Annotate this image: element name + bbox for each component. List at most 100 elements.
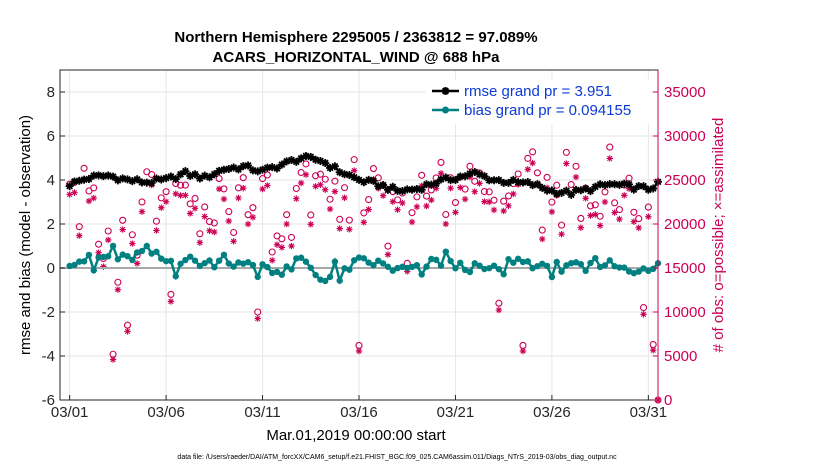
rmse-point-9 [109, 172, 118, 181]
obs-assimilated-51 [312, 183, 319, 190]
obs-assimilated-18 [153, 227, 160, 234]
rmse-point-43 [273, 164, 282, 173]
obs-possible-39 [254, 308, 262, 316]
obs-assimilated-13 [129, 240, 136, 247]
obs-assimilated-4 [85, 197, 93, 205]
obs-possible-104 [567, 180, 575, 189]
legend-rmse-label: rmse grand pr = 3.951 [464, 83, 612, 100]
rmse-point-116 [625, 180, 634, 189]
bias-point-63 [370, 261, 377, 269]
plot-area: 03/01 03/06 03/11 03/16 03/21 03/26 03/31 -6 -4… [42, 69, 706, 421]
obs-assimilated-98 [539, 235, 546, 243]
bias-point-98 [539, 260, 546, 267]
obs-assimilated-105 [572, 173, 580, 181]
rmse-point-97 [533, 180, 542, 189]
bias-point-54 [326, 273, 334, 281]
y-left-tick-label-2: -2 [42, 304, 55, 321]
bias-point-73 [418, 271, 425, 278]
rmse-point-39 [253, 167, 262, 176]
obs-assimilated-7 [100, 263, 107, 270]
obs-possible-41 [263, 171, 271, 179]
bias-point-3 [80, 258, 88, 265]
obs-assimilated-120 [645, 213, 652, 220]
rmse-point-51 [311, 155, 320, 164]
bias-point-107 [582, 267, 589, 275]
obs-possible-4 [85, 187, 93, 195]
bias-point-36 [240, 260, 247, 267]
obs-assimilated-39 [254, 315, 261, 322]
obs-possible-112 [606, 143, 614, 151]
obs-possible-108 [586, 202, 595, 210]
rmse-point-104 [567, 190, 576, 199]
rmse-point-112 [605, 180, 614, 189]
bias-point-97 [534, 262, 541, 270]
obs-assimilated-53 [322, 186, 329, 193]
obs-possible-47 [292, 184, 300, 193]
obs-assimilated-82 [461, 196, 469, 203]
bias-point-96 [529, 265, 536, 272]
chart-title-line1: Northern Hemisphere 2295005 / 2363812 = … [174, 29, 537, 46]
obs-possible-103 [562, 148, 570, 156]
bias-point-11 [119, 251, 126, 258]
x-tick-label-6: 03/31 [630, 404, 668, 421]
obs-assimilated-44 [278, 244, 286, 251]
rmse-point-68 [393, 186, 402, 195]
rmse-point-3 [80, 175, 89, 184]
rmse-point-47 [292, 157, 301, 166]
rmse-point-10 [113, 176, 122, 185]
obs-assimilated-35 [235, 194, 242, 202]
obs-possible-42 [268, 248, 276, 256]
obs-assimilated-103 [563, 160, 570, 167]
obs-possible-63 [369, 165, 378, 173]
bias-point-26 [191, 257, 199, 264]
bias-point-100 [548, 273, 556, 281]
bias-point-69 [399, 263, 406, 271]
rmse-point-13 [128, 177, 137, 186]
y-left-axis-label: rmse and bias (model - observation) [17, 115, 34, 355]
rmse-point-92 [509, 175, 518, 184]
bias-point-14 [133, 249, 141, 256]
bias-point-60 [355, 254, 363, 261]
y-left-tick-label-1: -4 [42, 348, 55, 365]
obs-assimilated-62 [365, 206, 372, 213]
rmse-point-106 [576, 186, 585, 195]
obs-possible-73 [418, 171, 426, 179]
bias-point-30 [211, 263, 218, 271]
obs-possible-90 [500, 197, 508, 205]
rmse-point-22 [171, 175, 180, 184]
obs-assimilated-24 [182, 192, 189, 199]
obs-assimilated-20 [162, 198, 170, 205]
x-axis-ticks: 03/01 03/06 03/11 03/16 03/21 03/26 03/31 [51, 395, 667, 421]
rmse-point-0 [65, 182, 74, 191]
obs-assimilated-66 [384, 251, 392, 258]
y-right-tick-label-4: 20000 [664, 216, 706, 233]
bias-point-49 [302, 258, 310, 265]
rmse-point-67 [388, 182, 397, 191]
bias-point-121 [649, 265, 657, 273]
obs-assimilated-91 [505, 202, 512, 210]
bias-point-33 [225, 260, 232, 267]
rmse-point-115 [620, 179, 629, 188]
obs-possible-83 [466, 162, 474, 170]
rmse-point-34 [229, 163, 238, 172]
obs-possible-99 [543, 173, 551, 181]
obs-possible-89 [495, 299, 503, 307]
obs-assimilated-60 [355, 347, 363, 355]
rmse-point-119 [639, 182, 648, 191]
bias-point-45 [283, 263, 290, 270]
bias-point-67 [389, 267, 396, 274]
x-tick-label-5: 03/26 [533, 404, 571, 421]
rmse-point-41 [263, 163, 272, 172]
bias-point-24 [182, 256, 189, 264]
rmse-point-11 [118, 174, 127, 183]
rmse-point-108 [586, 187, 595, 196]
rmse-point-24 [181, 167, 190, 176]
obs-possible-105 [572, 162, 580, 170]
rmse-point-46 [287, 156, 296, 165]
rmse-point-12 [123, 175, 132, 184]
obs-possible-21 [167, 290, 175, 298]
rmse-point-60 [355, 175, 363, 184]
obs-possible-93 [514, 170, 522, 178]
bias-point-94 [519, 258, 527, 266]
